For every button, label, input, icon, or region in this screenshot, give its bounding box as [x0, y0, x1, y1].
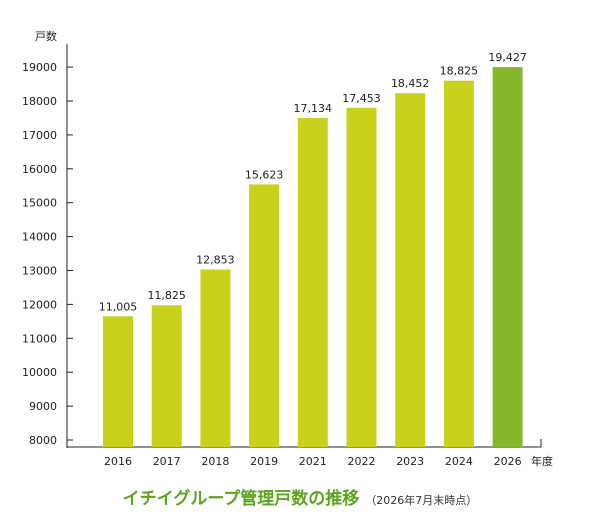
- y-tick-label: 10000: [22, 366, 57, 379]
- x-tick-label: 2016: [104, 455, 132, 468]
- y-tick-label: 19000: [22, 61, 57, 74]
- data-label: 18,825: [440, 65, 479, 78]
- chart-caption-note: （2026年7月末時点）: [365, 494, 478, 507]
- bar-2024: [443, 80, 474, 447]
- data-label: 17,453: [342, 92, 381, 105]
- x-tick-label: 2024: [445, 455, 473, 468]
- x-tick-group: 2016 2017 2018 2019 2021 2022 2023 2024 2026: [104, 455, 522, 468]
- y-tick-label: 12000: [22, 298, 57, 311]
- bar-2018: [200, 269, 231, 447]
- bar-2023: [395, 93, 426, 447]
- bar-group: [103, 67, 523, 448]
- data-label: 11,005: [99, 300, 138, 313]
- data-label: 12,853: [196, 253, 235, 266]
- bar-2016: [103, 316, 133, 447]
- x-tick-label: 2021: [299, 455, 327, 468]
- y-tick-label: 13000: [22, 265, 57, 278]
- y-tick-label: 15000: [22, 197, 57, 210]
- y-tick-label: 17000: [22, 129, 57, 142]
- y-tick-label: 8000: [29, 434, 57, 447]
- x-tick-label: 2019: [250, 455, 278, 468]
- bar-2017: [151, 305, 182, 447]
- y-tick-label: 9000: [29, 400, 57, 413]
- data-label: 18,452: [391, 77, 430, 90]
- bar-2021: [297, 117, 328, 447]
- y-tick-label: 16000: [22, 163, 57, 176]
- y-tick-group: 8000 9000 10000 11000 12000 13000 14000 15000 16…: [22, 61, 73, 447]
- y-tick-label: 18000: [22, 95, 57, 108]
- x-tick-label: 2026: [494, 455, 522, 468]
- x-axis-label: 年度: [531, 454, 553, 468]
- x-tick-label: 2023: [396, 455, 424, 468]
- bar-2026: [492, 67, 523, 447]
- data-label: 19,427: [488, 51, 527, 64]
- data-label-group: 11,005 11,825 12,853 15,623 17,134 17,453 18,4…: [99, 51, 527, 313]
- data-label: 11,825: [147, 289, 186, 302]
- bar-2019: [249, 184, 280, 448]
- x-tick-label: 2022: [348, 455, 376, 468]
- chart-caption-title: イチイグループ管理戸数の推移: [122, 489, 360, 509]
- x-tick-label: 2018: [201, 455, 229, 468]
- x-tick-label: 2017: [153, 455, 181, 468]
- data-label: 15,623: [245, 168, 284, 181]
- chart-caption: イチイグループ管理戸数の推移 （2026年7月末時点）: [0, 484, 600, 509]
- y-tick-label: 14000: [22, 231, 57, 244]
- y-axis-label: 戸数: [35, 30, 57, 43]
- bar-2022: [346, 107, 377, 447]
- y-tick-label: 11000: [22, 332, 57, 345]
- data-label: 17,134: [294, 102, 333, 115]
